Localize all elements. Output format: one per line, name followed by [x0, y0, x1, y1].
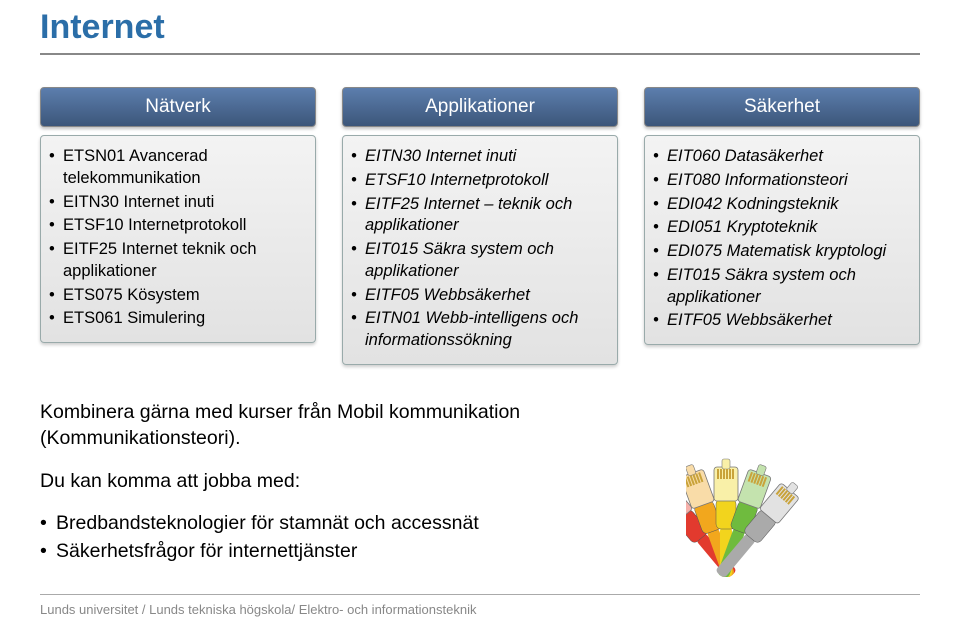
- course-item: EITN30 Internet inuti: [49, 192, 305, 214]
- column-1: Applikationer EITN30 Internet inutiETSF10…: [342, 87, 618, 365]
- course-item: EITF05 Webbsäkerhet: [653, 310, 909, 332]
- bottom-text: Kombinera gärna med kurser från Mobil ko…: [40, 399, 630, 565]
- column-header: Nätverk: [40, 87, 316, 127]
- course-item: EITN01 Webb-intelligens och informations…: [351, 308, 607, 352]
- paragraph-2: Du kan komma att jobba med:: [40, 468, 630, 494]
- course-item: EDI051 Kryptoteknik: [653, 217, 909, 239]
- course-item: ETSF10 Internetprotokoll: [351, 170, 607, 192]
- course-item: ETS075 Kösystem: [49, 285, 305, 307]
- course-item: EITF25 Internet teknik och applikationer: [49, 239, 305, 283]
- course-item: EIT080 Informationsteori: [653, 170, 909, 192]
- paragraph-1: Kombinera gärna med kurser från Mobil ko…: [40, 399, 630, 452]
- title-divider: [40, 53, 920, 55]
- column-header: Säkerhet: [644, 87, 920, 127]
- columns-row: Nätverk ETSN01 Avancerad telekommunikatio…: [40, 87, 920, 365]
- column-body: EITN30 Internet inutiETSF10 Internetprot…: [342, 135, 618, 365]
- body-bullet-list: Bredbandsteknologier för stamnät och acc…: [40, 510, 630, 565]
- column-2: Säkerhet EIT060 DatasäkerhetEIT080 Inform…: [644, 87, 920, 365]
- column-body: ETSN01 Avancerad telekommunikationEITN30…: [40, 135, 316, 343]
- course-item: EDI075 Matematisk kryptologi: [653, 241, 909, 263]
- course-item: EITF05 Webbsäkerhet: [351, 285, 607, 307]
- course-item: EDI042 Kodningsteknik: [653, 194, 909, 216]
- course-item: ETSF10 Internetprotokoll: [49, 215, 305, 237]
- course-item: ETS061 Simulering: [49, 308, 305, 330]
- cable-graphic: [686, 427, 916, 577]
- body-bullet: Bredbandsteknologier för stamnät och acc…: [40, 510, 630, 536]
- course-item: EIT015 Säkra system och applikationer: [351, 239, 607, 283]
- column-body: EIT060 DatasäkerhetEIT080 Informationste…: [644, 135, 920, 345]
- column-0: Nätverk ETSN01 Avancerad telekommunikatio…: [40, 87, 316, 365]
- course-item: ETSN01 Avancerad telekommunikation: [49, 146, 305, 190]
- course-item: EIT015 Säkra system och applikationer: [653, 265, 909, 309]
- footer-text: Lunds universitet / Lunds tekniska högsk…: [40, 602, 476, 617]
- footer-divider: [40, 594, 920, 595]
- course-item: EITN30 Internet inuti: [351, 146, 607, 168]
- course-item: EIT060 Datasäkerhet: [653, 146, 909, 168]
- column-header: Applikationer: [342, 87, 618, 127]
- page-title: Internet: [40, 8, 920, 47]
- body-bullet: Säkerhetsfrågor för internettjänster: [40, 538, 630, 564]
- course-item: EITF25 Internet – teknik och applikation…: [351, 194, 607, 238]
